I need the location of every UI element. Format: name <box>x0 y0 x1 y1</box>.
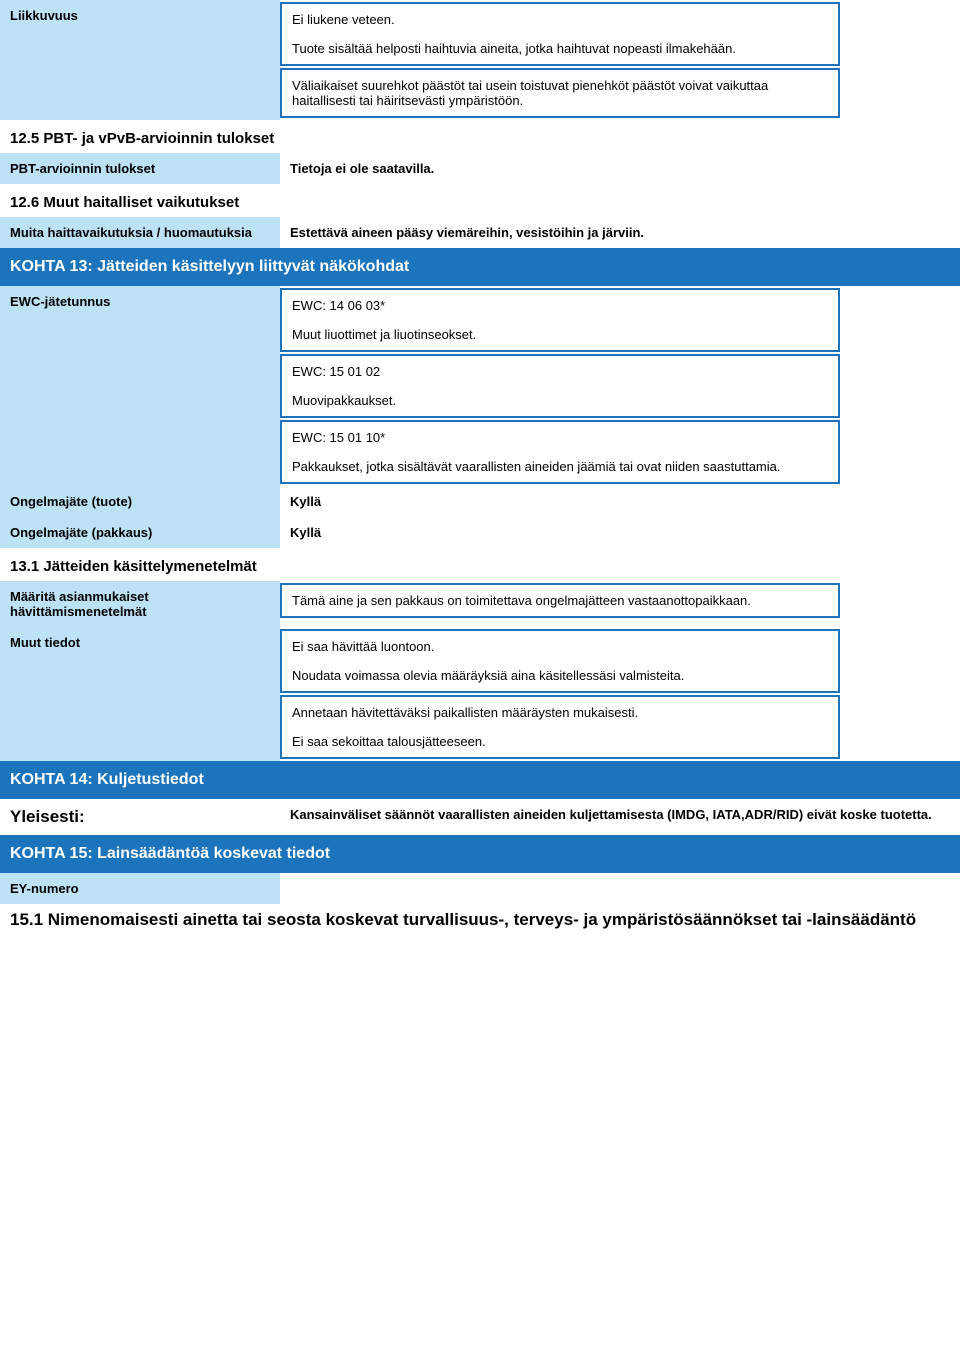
liikkuvuus-text-3: Väliaikaiset suurehkot päästöt tai usein… <box>292 78 828 108</box>
subheading-12-5: 12.5 PBT- ja vPvB-arvioinnin tulokset <box>0 120 960 153</box>
muut-tiedot-4: Ei saa sekoittaa talousjätteeseen. <box>292 734 828 749</box>
row-ey-numero: EY-numero <box>0 873 960 904</box>
row-havittamis: Määritä asianmukaiset hävittämismenetelm… <box>0 581 960 627</box>
row-ewc: EWC-jätetunnus EWC: 14 06 03* Muut liuot… <box>0 286 960 486</box>
liikkuvuus-text-1: Ei liukene veteen. <box>292 12 828 27</box>
liikkuvuus-box-1: Ei liukene veteen. Tuote sisältää helpos… <box>280 2 840 66</box>
row-ongelmajate-tuote: Ongelmajäte (tuote) Kyllä <box>0 486 960 517</box>
label-ey-numero: EY-numero <box>0 873 280 904</box>
subheading-15-1: 15.1 Nimenomaisesti ainetta tai seosta k… <box>0 904 960 936</box>
subheading-12-6: 12.6 Muut haitalliset vaikutukset <box>0 184 960 217</box>
muut-tiedot-box-1: Ei saa hävittää luontoon. Noudata voimas… <box>280 629 840 693</box>
value-pbt: Tietoja ei ole saatavilla. <box>280 153 960 184</box>
section-header-14: KOHTA 14: Kuljetustiedot <box>0 761 960 799</box>
label-ongelmajate-pakkaus: Ongelmajäte (pakkaus) <box>0 517 280 548</box>
label-ewc: EWC-jätetunnus <box>0 286 280 486</box>
label-muut-tiedot: Muut tiedot <box>0 627 280 761</box>
value-muita-haitta: Estettävä aineen pääsy viemäreihin, vesi… <box>280 217 960 248</box>
section-header-13: KOHTA 13: Jätteiden käsittelyyn liittyvä… <box>0 248 960 286</box>
muut-tiedot-box-2: Annetaan hävitettäväksi paikallisten mää… <box>280 695 840 759</box>
muut-tiedot-2: Noudata voimassa olevia määräyksiä aina … <box>292 668 828 683</box>
label-ongelmajate-tuote: Ongelmajäte (tuote) <box>0 486 280 517</box>
liikkuvuus-box-2: Väliaikaiset suurehkot päästöt tai usein… <box>280 68 840 118</box>
ewc2-text: Muovipakkaukset. <box>292 393 828 408</box>
value-ongelmajate-pakkaus: Kyllä <box>280 517 960 548</box>
ewc2-code: EWC: 15 01 02 <box>292 364 828 379</box>
ewc3-text: Pakkaukset, jotka sisältävät vaaralliste… <box>292 459 828 474</box>
value-liikkuvuus: Ei liukene veteen. Tuote sisältää helpos… <box>280 0 960 120</box>
section-header-15: KOHTA 15: Lainsäädäntöä koskevat tiedot <box>0 835 960 873</box>
ewc3-code: EWC: 15 01 10* <box>292 430 828 445</box>
row-ongelmajate-pakkaus: Ongelmajäte (pakkaus) Kyllä <box>0 517 960 548</box>
row-yleisesti: Yleisesti: Kansainväliset säännöt vaaral… <box>0 799 960 835</box>
liikkuvuus-text-2: Tuote sisältää helposti haihtuvia aineit… <box>292 41 828 56</box>
havittamis-box: Tämä aine ja sen pakkaus on toimitettava… <box>280 583 840 618</box>
value-ewc: EWC: 14 06 03* Muut liuottimet ja liuoti… <box>280 286 960 486</box>
row-muita-haitta: Muita haittavaikutuksia / huomautuksia E… <box>0 217 960 248</box>
muut-tiedot-3: Annetaan hävitettäväksi paikallisten mää… <box>292 705 828 720</box>
ewc-box-2: EWC: 15 01 02 Muovipakkaukset. <box>280 354 840 418</box>
ewc-box-1: EWC: 14 06 03* Muut liuottimet ja liuoti… <box>280 288 840 352</box>
value-muut-tiedot-wrap: Ei saa hävittää luontoon. Noudata voimas… <box>280 627 960 761</box>
row-muut-tiedot: Muut tiedot Ei saa hävittää luontoon. No… <box>0 627 960 761</box>
ewc-box-3: EWC: 15 01 10* Pakkaukset, jotka sisältä… <box>280 420 840 484</box>
row-pbt: PBT-arvioinnin tulokset Tietoja ei ole s… <box>0 153 960 184</box>
ewc1-text: Muut liuottimet ja liuotinseokset. <box>292 327 828 342</box>
value-havittamis-wrap: Tämä aine ja sen pakkaus on toimitettava… <box>280 581 960 627</box>
value-ey-numero <box>280 873 960 904</box>
havittamis-text: Tämä aine ja sen pakkaus on toimitettava… <box>292 593 828 608</box>
label-muita-haitta: Muita haittavaikutuksia / huomautuksia <box>0 217 280 248</box>
ewc1-code: EWC: 14 06 03* <box>292 298 828 313</box>
label-havittamis: Määritä asianmukaiset hävittämismenetelm… <box>0 581 280 627</box>
value-yleisesti: Kansainväliset säännöt vaarallisten aine… <box>280 799 960 835</box>
label-liikkuvuus: Liikkuvuus <box>0 0 280 120</box>
row-liikkuvuus: Liikkuvuus Ei liukene veteen. Tuote sisä… <box>0 0 960 120</box>
subheading-13-1: 13.1 Jätteiden käsittelymenetelmät <box>0 548 960 581</box>
muut-tiedot-1: Ei saa hävittää luontoon. <box>292 639 828 654</box>
value-ongelmajate-tuote: Kyllä <box>280 486 960 517</box>
label-pbt: PBT-arvioinnin tulokset <box>0 153 280 184</box>
label-yleisesti: Yleisesti: <box>0 799 280 835</box>
